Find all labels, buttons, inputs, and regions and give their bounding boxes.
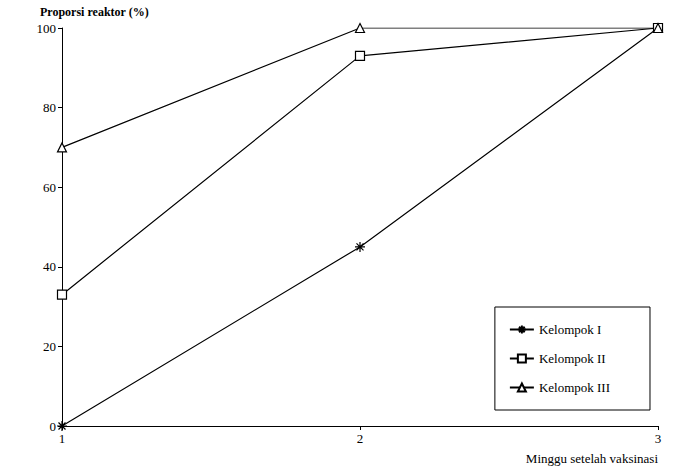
- svg-text:2: 2: [357, 431, 364, 446]
- svg-text:40: 40: [43, 259, 56, 274]
- svg-text:Kelompok I: Kelompok I: [539, 322, 601, 337]
- svg-text:0: 0: [50, 419, 57, 434]
- svg-text:Minggu setelah vaksinasi: Minggu setelah vaksinasi: [526, 451, 659, 466]
- svg-text:100: 100: [37, 21, 57, 36]
- svg-text:Kelompok III: Kelompok III: [539, 380, 610, 395]
- svg-text:3: 3: [655, 431, 662, 446]
- svg-text:20: 20: [43, 339, 56, 354]
- svg-text:1: 1: [59, 431, 66, 446]
- svg-text:60: 60: [43, 180, 56, 195]
- svg-text:Kelompok II: Kelompok II: [539, 351, 606, 366]
- svg-text:80: 80: [43, 100, 56, 115]
- svg-text:Proporsi reaktor (%): Proporsi reaktor (%): [40, 5, 149, 19]
